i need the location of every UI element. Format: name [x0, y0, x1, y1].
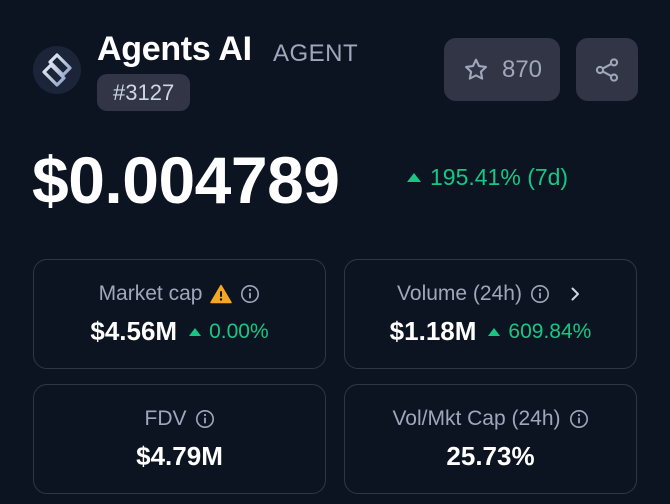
vol-mkt-cap-card: Vol/Mkt Cap (24h) 25.73% — [344, 384, 637, 494]
chevron-right-icon[interactable] — [566, 285, 584, 303]
info-icon[interactable] — [240, 284, 260, 304]
rank-badge: #3127 — [97, 74, 191, 111]
caret-up-icon — [488, 327, 501, 336]
info-icon[interactable] — [569, 409, 589, 429]
star-icon — [465, 58, 487, 80]
coin-name: Agents AI — [97, 30, 252, 68]
info-icon[interactable] — [530, 284, 550, 304]
caret-up-icon — [189, 327, 202, 336]
fdv-value: $4.79M — [136, 441, 223, 471]
coin-symbol: AGENT — [273, 40, 359, 67]
market-cap-change: 0.00% — [189, 320, 269, 344]
volume-value: $1.18M — [389, 316, 477, 346]
share-button[interactable] — [576, 38, 638, 101]
vol-mkt-cap-value: 25.73% — [446, 441, 535, 471]
watchlist-button[interactable]: 870 — [444, 38, 560, 101]
coin-logo — [33, 46, 81, 94]
volume-card[interactable]: Volume (24h) $1.18M 609.84% — [344, 259, 637, 369]
market-cap-change-value: 0.00% — [209, 319, 269, 343]
vol-mkt-cap-label: Vol/Mkt Cap (24h) — [392, 407, 561, 430]
market-cap-label: Market cap — [98, 282, 203, 305]
info-icon[interactable] — [195, 409, 215, 429]
fdv-label: FDV — [144, 407, 187, 430]
fdv-card: FDV $4.79M — [33, 384, 326, 494]
warning-icon[interactable] — [210, 284, 233, 304]
volume-change-value: 609.84% — [508, 319, 592, 343]
agents-ai-logo-icon — [33, 46, 81, 94]
caret-up-icon — [407, 173, 421, 182]
volume-change: 609.84% — [488, 320, 591, 344]
coin-price: $0.004789 — [32, 143, 340, 217]
market-cap-value: $4.56M — [90, 316, 178, 346]
volume-label: Volume (24h) — [397, 282, 522, 305]
watchlist-count: 870 — [501, 55, 543, 83]
price-change-value: 195.41% (7d) — [430, 164, 569, 190]
share-icon — [595, 57, 619, 82]
market-cap-card: Market cap $4.56M 0.00% — [33, 259, 326, 369]
price-change: 195.41% (7d) — [407, 164, 568, 191]
